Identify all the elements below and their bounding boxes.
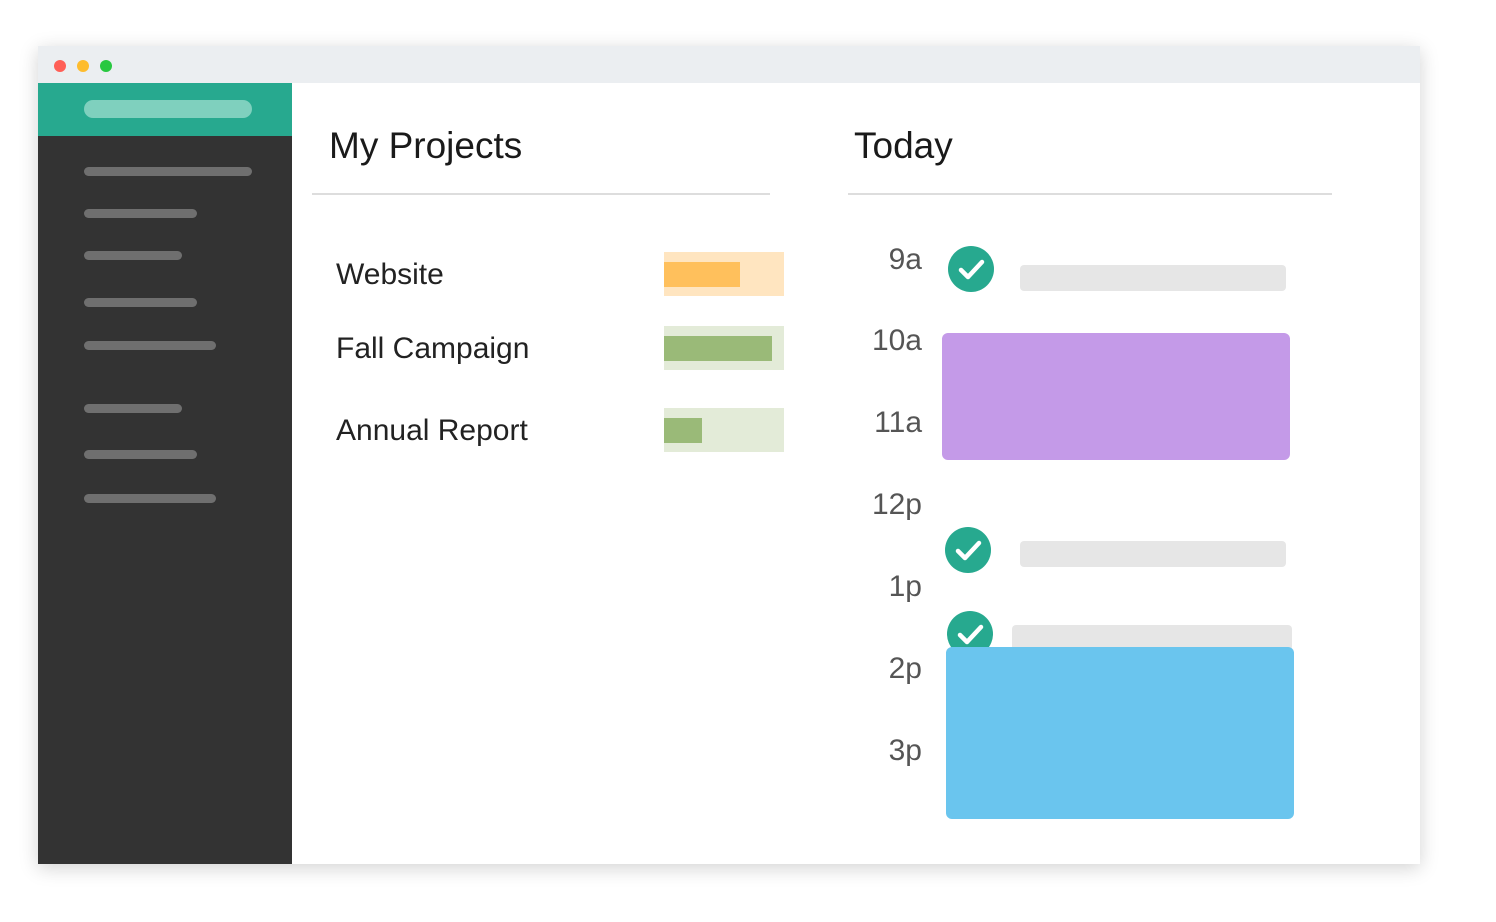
time-label-3p: 3p bbox=[888, 734, 922, 767]
progress-fill-fall-campaign bbox=[664, 336, 772, 361]
project-name-website[interactable]: Website bbox=[336, 258, 444, 291]
time-label-12p: 12p bbox=[871, 488, 922, 521]
project-name-annual-report[interactable]: Annual Report bbox=[336, 414, 528, 447]
task-placeholder-12p[interactable] bbox=[1020, 541, 1286, 567]
close-window-button[interactable] bbox=[54, 60, 66, 72]
sidebar-header-placeholder[interactable] bbox=[84, 100, 252, 118]
progress-fill-website bbox=[664, 262, 740, 287]
check-circle-icon[interactable] bbox=[948, 246, 994, 292]
sidebar-item-1[interactable] bbox=[84, 167, 252, 176]
sidebar-item-4[interactable] bbox=[84, 298, 197, 307]
task-placeholder-1p[interactable] bbox=[1012, 625, 1292, 651]
zoom-window-button[interactable] bbox=[100, 60, 112, 72]
time-label-2p: 2p bbox=[888, 652, 922, 685]
main-content: My Projects Website Fall Campaign Annual… bbox=[292, 83, 1420, 864]
projects-divider bbox=[312, 193, 770, 195]
sidebar-item-7[interactable] bbox=[84, 450, 197, 459]
progress-fill-annual-report bbox=[664, 418, 703, 443]
sidebar bbox=[38, 83, 292, 864]
sidebar-item-8[interactable] bbox=[84, 494, 216, 503]
time-label-11a: 11a bbox=[874, 406, 922, 439]
minimize-window-button[interactable] bbox=[77, 60, 89, 72]
sidebar-item-3[interactable] bbox=[84, 251, 182, 260]
check-circle-icon[interactable] bbox=[945, 527, 991, 573]
sidebar-item-2[interactable] bbox=[84, 209, 197, 218]
event-block-2p-3p[interactable] bbox=[946, 647, 1294, 819]
progress-bar-fall-campaign bbox=[664, 326, 784, 370]
progress-bar-website bbox=[664, 252, 784, 296]
today-divider bbox=[848, 193, 1332, 195]
sidebar-header bbox=[38, 83, 292, 136]
today-title: Today bbox=[854, 125, 953, 166]
title-bar bbox=[38, 46, 1420, 83]
sidebar-item-5[interactable] bbox=[84, 341, 216, 350]
task-placeholder-9a[interactable] bbox=[1020, 265, 1286, 291]
projects-title: My Projects bbox=[329, 125, 523, 166]
event-block-10a-11a[interactable] bbox=[942, 333, 1290, 460]
time-label-10a: 10a bbox=[871, 324, 922, 357]
app-window: My Projects Website Fall Campaign Annual… bbox=[38, 46, 1420, 864]
project-name-fall-campaign[interactable]: Fall Campaign bbox=[336, 332, 530, 365]
time-label-1p: 1p bbox=[888, 570, 922, 603]
progress-bar-annual-report bbox=[664, 408, 784, 452]
time-label-9a: 9a bbox=[888, 243, 922, 276]
sidebar-item-6[interactable] bbox=[84, 404, 182, 413]
